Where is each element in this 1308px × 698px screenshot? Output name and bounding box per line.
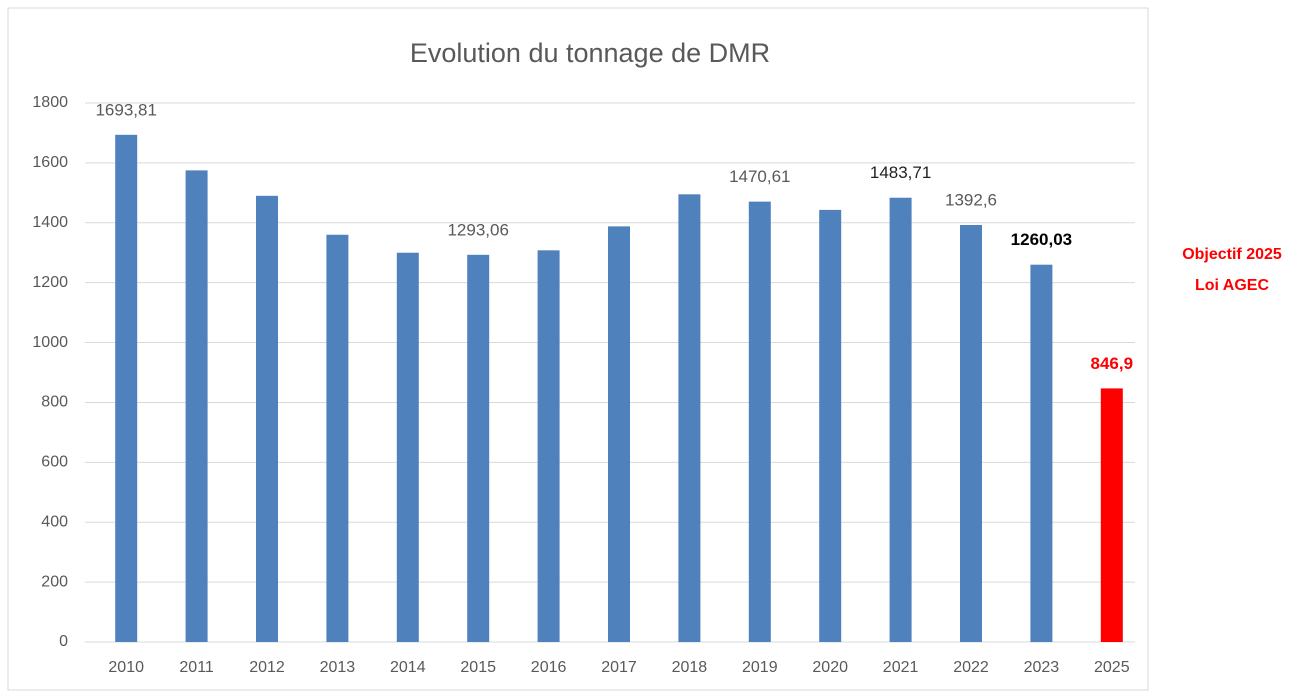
x-tick-label: 2018 (672, 659, 708, 676)
bar (678, 194, 701, 642)
y-tick-label: 1200 (32, 274, 68, 291)
x-tick-label: 2013 (320, 659, 356, 676)
x-tick-label: 2012 (249, 659, 285, 676)
x-tick-label: 2017 (601, 659, 637, 676)
x-tick-label: 2022 (953, 659, 989, 676)
y-tick-label: 0 (59, 633, 68, 650)
data-label: 1483,71 (870, 163, 931, 182)
x-tick-label: 2015 (460, 659, 496, 676)
data-label: 1392,6 (945, 190, 997, 209)
x-tick-label: 2014 (390, 659, 426, 676)
data-label: 1470,61 (729, 167, 790, 186)
bar (467, 254, 490, 643)
y-tick-label: 400 (41, 513, 68, 530)
data-label: 1693,81 (95, 100, 156, 119)
bar (748, 201, 771, 642)
x-tick-label: 2021 (883, 659, 919, 676)
x-tick-label: 2020 (812, 659, 848, 676)
data-label: 1293,06 (447, 220, 508, 239)
bar (608, 226, 630, 643)
annotation: Loi AGEC (1195, 277, 1270, 294)
x-tick-label: 2019 (742, 659, 778, 676)
bar (819, 209, 842, 642)
bar (889, 197, 912, 642)
bar (256, 195, 278, 643)
y-tick-label: 1000 (32, 334, 68, 351)
bar (960, 224, 982, 643)
y-tick-label: 1600 (32, 154, 68, 171)
bar (115, 134, 138, 642)
annotation: Objectif 2025 (1182, 246, 1282, 263)
y-tick-label: 1800 (32, 94, 68, 111)
x-tick-label: 2023 (1024, 659, 1060, 676)
y-tick-label: 800 (41, 394, 68, 411)
y-tick-label: 600 (41, 454, 68, 471)
bar (1100, 388, 1123, 642)
bar (326, 234, 349, 642)
bar (1030, 264, 1053, 642)
bar (537, 250, 560, 642)
x-tick-label: 2010 (108, 659, 144, 676)
x-tick-label: 2016 (531, 659, 567, 676)
data-label: 846,9 (1091, 354, 1134, 373)
chart-title: Evolution du tonnage de DMR (410, 38, 770, 68)
bar (185, 170, 208, 642)
bar (396, 252, 419, 642)
y-tick-label: 200 (41, 573, 68, 590)
x-tick-label: 2011 (179, 659, 214, 676)
data-label: 1260,03 (1011, 230, 1072, 249)
y-tick-label: 1400 (32, 214, 68, 231)
x-tick-label: 2025 (1094, 659, 1130, 676)
